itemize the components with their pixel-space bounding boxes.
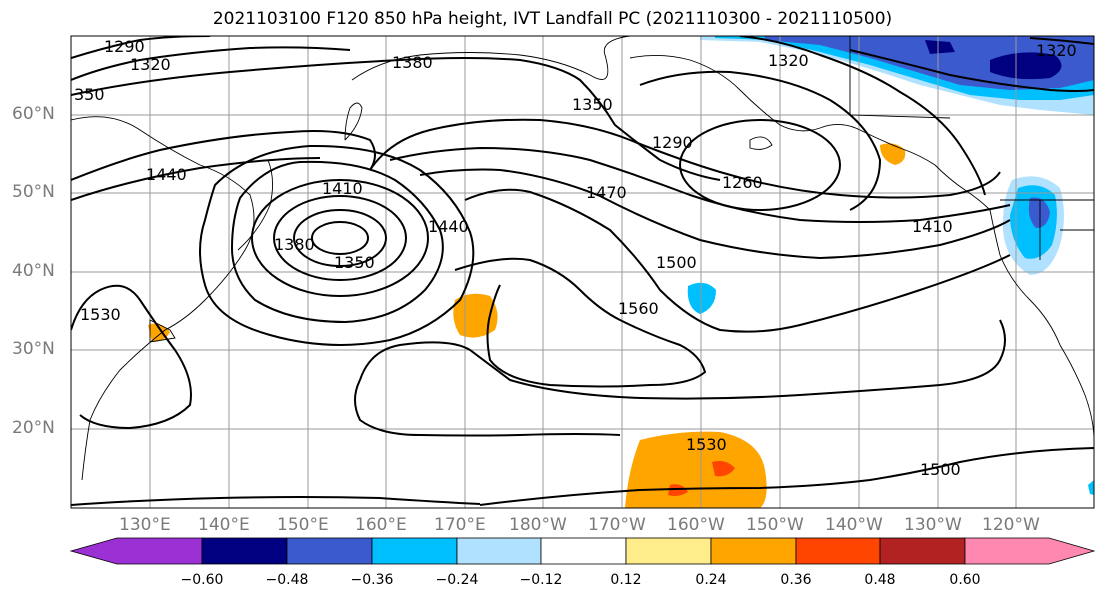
contour-label: 1410 xyxy=(322,179,363,198)
lat-label: 40°N xyxy=(12,261,55,281)
lat-label: 50°N xyxy=(12,182,55,202)
colorbar-tick-label: 0.48 xyxy=(864,572,896,588)
lat-label: 30°N xyxy=(12,339,55,359)
lon-label: 140°W xyxy=(825,515,883,535)
colorbar-tick-label: 0.12 xyxy=(610,572,642,588)
colorbar-swatch xyxy=(795,537,881,565)
lon-label: 160°W xyxy=(667,515,725,535)
colorbar-tick-label: −0.24 xyxy=(435,572,479,588)
lon-label: 130°E xyxy=(119,515,171,535)
lon-label: 150°W xyxy=(746,515,804,535)
lon-label: 160°E xyxy=(355,515,407,535)
contour-label: 1500 xyxy=(656,253,697,272)
contour-label: 1320 xyxy=(768,51,809,70)
lon-label: 170°W xyxy=(588,515,646,535)
colorbar-tick-label: −0.12 xyxy=(519,572,563,588)
lat-label: 60°N xyxy=(12,104,55,124)
colorbar-extend-low xyxy=(69,537,203,565)
contour-label: 350 xyxy=(74,85,105,104)
colorbar-swatch xyxy=(879,537,966,565)
colorbar-swatch xyxy=(710,537,797,565)
contour-label: 1440 xyxy=(428,217,469,236)
contour-labels: 1290 1320 350 1380 1440 1410 1380 1350 1… xyxy=(74,37,1077,479)
colorbar-tick-label: 0.60 xyxy=(949,572,981,588)
contour-label: 1350 xyxy=(572,95,613,114)
contour-label: 1440 xyxy=(146,165,187,184)
lon-label: 120°W xyxy=(982,515,1040,535)
colorbar-swatch xyxy=(201,537,288,565)
map-frame xyxy=(70,35,1095,509)
lon-label: 140°E xyxy=(198,515,250,535)
colorbar-tick-label: 0.36 xyxy=(780,572,812,588)
contour-label: 1290 xyxy=(104,37,145,56)
colorbar-tick-label: 0.24 xyxy=(695,572,727,588)
lon-label: 130°W xyxy=(904,515,962,535)
height-contours xyxy=(71,36,1094,506)
colorbar-tick-label: −0.36 xyxy=(350,572,394,588)
contour-label: 1530 xyxy=(80,305,121,324)
shading-layer xyxy=(148,36,1094,508)
contour-label: 1410 xyxy=(912,217,953,236)
lon-label: 150°E xyxy=(277,515,329,535)
contour-label: 1320 xyxy=(130,55,171,74)
lat-label: 20°N xyxy=(12,418,55,438)
contour-label: 1470 xyxy=(586,183,627,202)
colorbar xyxy=(69,537,1096,565)
contour-label: 1380 xyxy=(274,235,315,254)
contour-label: 1500 xyxy=(920,460,961,479)
colorbar-tick-label: −0.60 xyxy=(180,572,224,588)
colorbar-extend-high xyxy=(964,537,1096,565)
colorbar-swatch xyxy=(625,537,712,565)
map-panel: 1290 1320 350 1380 1440 1410 1380 1350 1… xyxy=(71,36,1094,508)
colorbar-tick-label: −0.48 xyxy=(265,572,309,588)
lon-label: 180°W xyxy=(509,515,567,535)
contour-label: 1530 xyxy=(686,435,727,454)
contour-label: 1260 xyxy=(722,173,763,192)
lon-label: 170°E xyxy=(434,515,486,535)
contour-label: 1560 xyxy=(618,299,659,318)
contour-label: 1290 xyxy=(652,133,693,152)
contour-label: 1350 xyxy=(334,253,375,272)
contour-label: 1380 xyxy=(392,53,433,72)
colorbar-swatch xyxy=(540,537,627,565)
colorbar-swatch xyxy=(371,537,458,565)
gridlines xyxy=(71,36,1094,508)
contour-label: 1320 xyxy=(1036,41,1077,60)
plot-title: 2021103100 F120 850 hPa height, IVT Land… xyxy=(212,9,893,29)
colorbar-swatch xyxy=(456,537,542,565)
colorbar-swatch xyxy=(286,537,373,565)
